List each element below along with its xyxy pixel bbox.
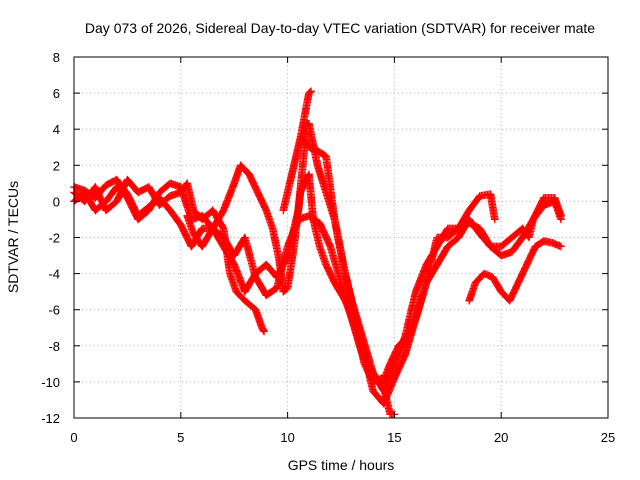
y-tick-label: -12 bbox=[41, 411, 60, 426]
x-tick-label: 20 bbox=[494, 430, 508, 445]
data-point bbox=[506, 295, 515, 304]
data-point bbox=[99, 201, 108, 209]
data-point bbox=[505, 296, 514, 305]
data-point bbox=[524, 256, 533, 265]
data-point bbox=[95, 191, 103, 200]
x-axis-label: GPS time / hours bbox=[288, 457, 395, 473]
data-point bbox=[517, 273, 525, 281]
x-tick-label: 10 bbox=[280, 430, 294, 445]
data-point bbox=[322, 260, 330, 269]
data-point bbox=[513, 280, 522, 288]
x-tick-label: 25 bbox=[601, 430, 615, 445]
y-tick-label: 4 bbox=[53, 122, 60, 137]
data-point bbox=[389, 353, 398, 361]
data-point bbox=[518, 270, 527, 279]
data-point bbox=[182, 233, 191, 241]
data-series bbox=[298, 134, 565, 390]
data-point bbox=[253, 188, 262, 197]
y-tick-label: 6 bbox=[53, 86, 60, 101]
data-point bbox=[399, 353, 408, 362]
data-point bbox=[256, 194, 265, 202]
data-point bbox=[250, 181, 259, 190]
data-point bbox=[386, 360, 394, 368]
x-tick-label: 0 bbox=[70, 430, 77, 445]
data-point bbox=[407, 323, 416, 331]
chart-title: Day 073 of 2026, Sidereal Day-to-day VTE… bbox=[85, 20, 595, 36]
data-point bbox=[324, 264, 332, 273]
data-point bbox=[93, 187, 102, 195]
data-point bbox=[253, 187, 261, 195]
data-point bbox=[527, 251, 536, 259]
data-point bbox=[306, 88, 314, 97]
data-point bbox=[529, 246, 538, 255]
data-point bbox=[327, 271, 336, 280]
y-tick-label: 8 bbox=[53, 50, 60, 65]
data-point bbox=[403, 332, 412, 341]
data-point bbox=[510, 287, 519, 295]
y-tick-label: -8 bbox=[48, 339, 60, 354]
y-tick-label: -6 bbox=[48, 303, 60, 318]
data-series bbox=[465, 237, 565, 305]
data-point bbox=[307, 87, 315, 96]
data-point bbox=[317, 223, 326, 232]
data-point bbox=[528, 248, 537, 256]
data-point bbox=[257, 196, 266, 205]
data-point bbox=[404, 330, 413, 338]
data-point bbox=[258, 198, 267, 206]
data-point bbox=[409, 320, 417, 329]
data-point bbox=[299, 182, 307, 191]
y-tick-label: -4 bbox=[48, 267, 60, 282]
data-point bbox=[388, 355, 396, 364]
data-point bbox=[325, 267, 334, 276]
y-tick-label: -10 bbox=[41, 375, 60, 390]
data-point bbox=[522, 260, 531, 269]
data-point bbox=[320, 228, 328, 237]
data-point bbox=[557, 242, 565, 251]
data-point bbox=[410, 317, 419, 326]
y-tick-label: -2 bbox=[48, 231, 60, 246]
data-point bbox=[326, 270, 335, 279]
data-point bbox=[411, 316, 419, 324]
data-point bbox=[524, 257, 532, 266]
y-tick-label: 2 bbox=[53, 158, 60, 173]
y-tick-label: 0 bbox=[53, 194, 60, 209]
data-point bbox=[387, 357, 396, 365]
data-point bbox=[519, 267, 528, 276]
data-point bbox=[392, 346, 401, 354]
data-point bbox=[557, 215, 565, 224]
x-tick-label: 5 bbox=[177, 430, 184, 445]
data-point bbox=[512, 282, 521, 291]
data-point bbox=[218, 223, 227, 232]
data-point bbox=[392, 347, 400, 356]
data-series bbox=[183, 161, 399, 419]
data-point bbox=[251, 184, 260, 193]
data-point bbox=[260, 327, 268, 336]
x-tick-label: 15 bbox=[387, 430, 401, 445]
data-point bbox=[490, 215, 499, 224]
y-axis-label: SDTVAR / TECUs bbox=[5, 181, 21, 293]
data-point bbox=[245, 171, 254, 180]
data-series bbox=[70, 175, 268, 336]
data-points bbox=[70, 87, 565, 419]
data-point bbox=[297, 185, 306, 194]
data-point bbox=[247, 174, 255, 183]
data-point bbox=[521, 263, 530, 272]
data-point bbox=[511, 285, 519, 294]
data-point bbox=[120, 181, 129, 190]
data-point bbox=[507, 292, 516, 301]
data-point bbox=[296, 188, 305, 197]
data-point bbox=[259, 326, 268, 335]
data-point bbox=[261, 203, 269, 212]
data-point bbox=[405, 327, 414, 336]
